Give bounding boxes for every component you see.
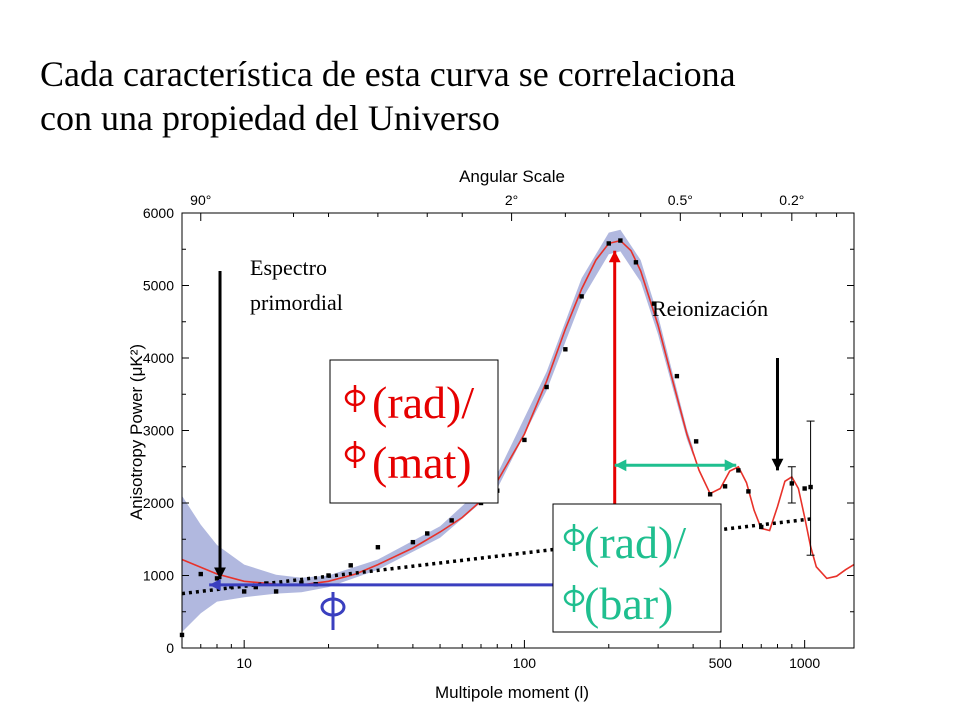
y-tick-label: 2000 xyxy=(143,495,174,511)
chart-top-title: Angular Scale xyxy=(459,167,565,186)
top-tick-label: 90° xyxy=(190,192,211,208)
ratio-box-rad-mat: (rad)/ (mat) xyxy=(329,359,499,504)
espectro-arrow xyxy=(214,271,226,580)
data-point xyxy=(214,576,220,581)
data-point xyxy=(808,484,813,490)
data-point xyxy=(802,486,807,491)
arrow-head xyxy=(614,459,627,472)
phi-icon xyxy=(563,585,585,612)
model-curve xyxy=(181,239,855,586)
data-point xyxy=(759,524,764,530)
data-point xyxy=(198,571,203,577)
data-point xyxy=(425,531,430,536)
box2-line2: (bar) xyxy=(584,578,673,629)
slide-title-line-1: Cada característica de esta curva se cor… xyxy=(40,54,736,94)
slide-title-line-2: con una propiedad del Universo xyxy=(40,98,500,138)
phi-icon xyxy=(344,385,366,412)
y-tick-label: 5000 xyxy=(143,278,174,294)
arrow-head xyxy=(608,250,621,263)
top-tick-label: 2° xyxy=(505,192,518,208)
y-tick-label: 3000 xyxy=(143,423,174,439)
data-point xyxy=(674,373,680,379)
data-point xyxy=(606,241,611,246)
x-axis-label: Multipole moment (l) xyxy=(435,683,589,702)
data-point xyxy=(633,260,639,265)
x-tick-label: 1000 xyxy=(789,655,820,671)
arrow-head xyxy=(214,567,226,580)
data-point xyxy=(618,238,623,243)
data-point xyxy=(522,437,527,443)
top-tick-label: 0.2° xyxy=(779,192,804,208)
box1-line1: (rad)/ xyxy=(372,377,474,428)
y-tick-label: 0 xyxy=(166,640,174,656)
y-tick-label: 6000 xyxy=(143,205,174,221)
green-double-arrow xyxy=(614,459,737,472)
data-point xyxy=(299,580,304,585)
data-point xyxy=(693,439,699,444)
arrow-head xyxy=(771,458,784,471)
reionizacion-arrow xyxy=(771,358,784,471)
data-point xyxy=(410,539,416,545)
blue-phi-icon xyxy=(320,592,346,630)
data-point xyxy=(449,518,454,523)
axes-layer: 0 1000 2000 3000 4000 5000 6000 10 100 500 1000 90°… xyxy=(143,192,855,671)
data-point xyxy=(789,481,795,486)
x-tick-label: 500 xyxy=(709,655,733,671)
box2-line1: (rad)/ xyxy=(584,517,686,568)
data-point xyxy=(707,492,713,497)
data-point xyxy=(563,347,568,352)
arrow-head xyxy=(724,459,737,472)
ratio-box-rad-bar: (rad)/ (bar) xyxy=(552,503,722,633)
data-point xyxy=(651,301,657,306)
slide-title: Cada característica de esta curva se cor… xyxy=(40,52,940,140)
top-tick-label: 0.5° xyxy=(668,192,693,208)
phi-icon xyxy=(344,441,366,468)
model-curve-layer xyxy=(181,239,855,586)
data-point xyxy=(253,584,258,590)
data-point xyxy=(746,489,751,494)
espectro-label-line1: Espectro xyxy=(250,255,327,280)
data-point xyxy=(544,384,549,390)
arrow-head xyxy=(209,579,221,591)
phi-icon xyxy=(563,524,585,551)
x-tick-label: 100 xyxy=(513,655,537,671)
data-point xyxy=(579,294,584,299)
reionizacion-label: Reionización xyxy=(652,296,768,321)
data-point xyxy=(722,484,728,489)
x-tick-label: 10 xyxy=(236,655,252,671)
data-point xyxy=(241,589,247,594)
data-point xyxy=(375,545,381,550)
data-point xyxy=(348,563,353,568)
data-point xyxy=(273,589,279,594)
espectro-label-line2: primordial xyxy=(250,290,343,315)
data-point xyxy=(736,468,741,473)
y-axis-label: Anisotropy Power (μK²) xyxy=(127,344,146,520)
y-tick-label: 1000 xyxy=(143,568,174,584)
y-tick-label: 4000 xyxy=(143,350,174,366)
box1-line2: (mat) xyxy=(372,437,472,488)
